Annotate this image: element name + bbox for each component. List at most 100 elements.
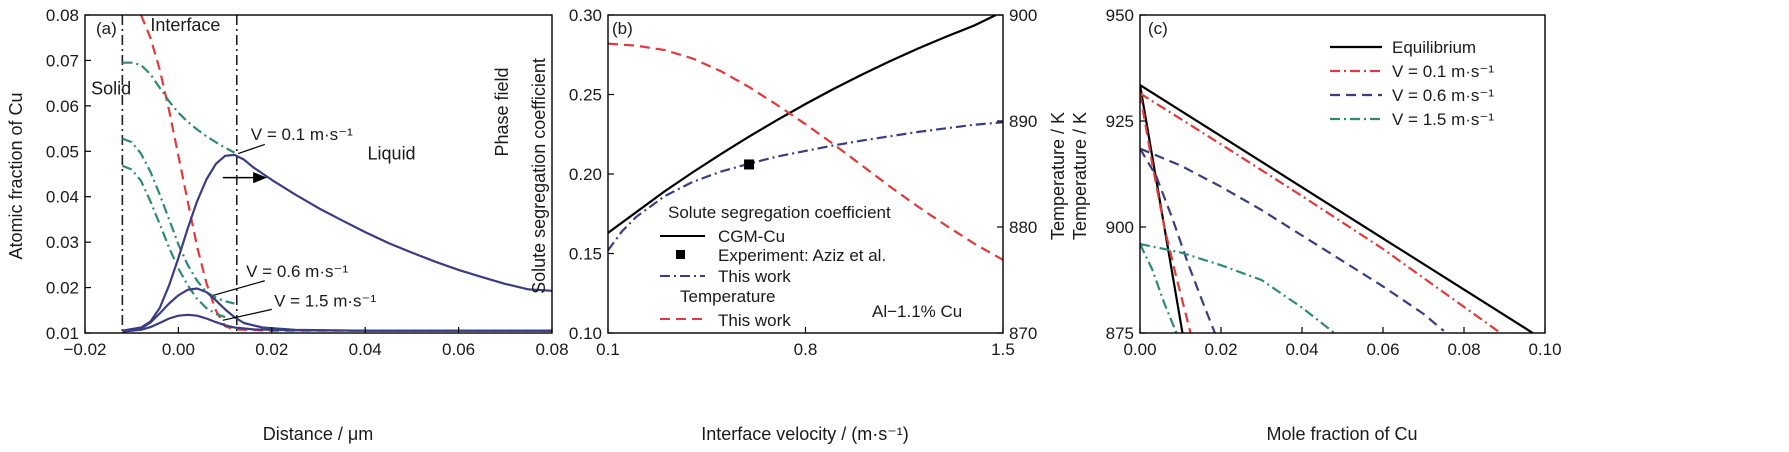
panel-b-legend-label-this-work-1: This work bbox=[718, 267, 791, 286]
panel-b-series-this-work-coefficient bbox=[608, 121, 1003, 251]
panel-b-series-this-work-temperature bbox=[608, 42, 1003, 261]
panel-b-alloy-annotation: Al−1.1% Cu bbox=[872, 302, 962, 321]
panel-c-y-tick-label: 875 bbox=[1106, 324, 1134, 343]
panel-a-y-tick-label: 0.07 bbox=[46, 51, 79, 70]
panel-a-series-v1.5 bbox=[122, 313, 552, 333]
panel-a-y-tick-label: 0.02 bbox=[46, 279, 79, 298]
panel-b-plot-frame bbox=[607, 14, 1004, 334]
panel-b-legend-swatch-experiment bbox=[676, 250, 685, 259]
panel-b-y2-tick-label: 900 bbox=[1009, 6, 1037, 25]
panel-c-x-tick-label: 0.02 bbox=[1204, 340, 1237, 359]
panel-a-y-axis-title: Atomic fraction of Cu bbox=[6, 92, 26, 259]
panel-c-v0.1-liquidus bbox=[1140, 92, 1502, 333]
panel-b-y-tick-label: 0.25 bbox=[569, 86, 602, 105]
panel-b-series-group bbox=[608, 15, 1003, 261]
panel-b-side-label: Phase field bbox=[492, 67, 512, 156]
panel-b-label: (b) bbox=[612, 19, 633, 38]
panel-b-legend-label-cgm-cu: CGM-Cu bbox=[718, 227, 785, 246]
panel-a-v1.5-annotation: V = 1.5 m·s⁻¹ bbox=[274, 292, 376, 311]
panel-a-liquid-annotation: Liquid bbox=[368, 143, 416, 163]
panel-c-plot-frame bbox=[1139, 14, 1546, 334]
panel-a-y-tick-label: 0.08 bbox=[46, 6, 79, 25]
panel-c-series-group bbox=[1140, 84, 1534, 333]
panel-a-solid-profile-1 bbox=[122, 61, 235, 154]
panel-a-series-group bbox=[121, 15, 552, 333]
panel-c-legend-label-2: V = 0.1 m·s⁻¹ bbox=[1392, 62, 1494, 81]
panel-a-label: (a) bbox=[96, 19, 117, 38]
panel-a-x-tick-label: 0.04 bbox=[349, 340, 382, 359]
panel-c-v0.1-solidus bbox=[1140, 93, 1192, 333]
panel-b-y-tick-label: 0.30 bbox=[569, 6, 602, 25]
panel-c-legend-label-3: V = 0.6 m·s⁻¹ bbox=[1392, 86, 1494, 105]
panel-b-y-axis-title: Solute segregation coefficient bbox=[529, 58, 549, 294]
panel-a-interface-annotation: Interface bbox=[150, 15, 220, 35]
panel-c-equilibrium-liquidus bbox=[1140, 84, 1534, 333]
panel-a-plot-area: −0.02 0.00 0.02 0.04 0.06 0.08 0.01 0.02 0.03 0.0… bbox=[46, 6, 569, 359]
panel-c-legend-label-4: V = 1.5 m·s⁻¹ bbox=[1392, 110, 1494, 129]
panel-c-x-tick-label: 0.04 bbox=[1285, 340, 1318, 359]
panel-a: −0.02 0.00 0.02 0.04 0.06 0.08 0.01 0.02 0.03 0.0… bbox=[6, 6, 569, 444]
panel-b-y2-tick-label: 890 bbox=[1009, 112, 1037, 131]
panel-c-legend-label-1: Equilibrium bbox=[1392, 38, 1476, 57]
panel-a-solid-annotation: Solid bbox=[91, 79, 131, 99]
panel-a-initial-liquid-profile bbox=[139, 15, 552, 332]
panel-c-x-tick-label: 0.08 bbox=[1447, 340, 1480, 359]
panel-b-legend: Solute segregation coefficient CGM-CuExpe… bbox=[660, 203, 891, 330]
panel-b-y2-tick-label: 880 bbox=[1009, 218, 1037, 237]
panel-b-y2-tick-label: 870 bbox=[1009, 324, 1037, 343]
panel-c: 0.00 0.02 0.04 0.06 0.08 0.10 875 900 925 950 Equi… bbox=[1070, 6, 1562, 444]
panel-a-series-v0.1 bbox=[122, 153, 552, 332]
panel-b-legend-group-title-1: Solute segregation coefficient bbox=[668, 203, 891, 222]
panel-c-v0.6-solidus bbox=[1140, 148, 1216, 333]
panel-a-v1.5-pointer bbox=[222, 308, 272, 321]
panel-b-experiment-point bbox=[744, 159, 755, 170]
panel-a-x-tick-label: 0.06 bbox=[442, 340, 475, 359]
panel-b-x-tick-label: 1.5 bbox=[991, 340, 1015, 359]
panel-a-y-tick-label: 0.04 bbox=[46, 188, 79, 207]
panel-a-y-tick-label: 0.01 bbox=[46, 324, 79, 343]
panel-b-plot-area: 0.1 0.8 1.5 0.10 0.15 0.20 0.25 0.30 870 880 890 90… bbox=[569, 6, 1037, 359]
panel-b-series-cgm-cu bbox=[608, 15, 997, 234]
panel-b: 0.1 0.8 1.5 0.10 0.15 0.20 0.25 0.30 870 880 890 90… bbox=[492, 6, 1068, 444]
panel-a-plot-frame bbox=[84, 14, 553, 334]
panel-c-v0.6-liquidus bbox=[1140, 147, 1445, 332]
panel-c-x-tick-label: 0.06 bbox=[1366, 340, 1399, 359]
panel-a-series-v0.6 bbox=[122, 287, 552, 332]
panel-a-x-tick-label: 0.02 bbox=[255, 340, 288, 359]
panel-c-x-axis-title: Mole fraction of Cu bbox=[1266, 424, 1417, 444]
panel-a-v0.1-pointer bbox=[237, 143, 265, 155]
panel-a-y-tick-label: 0.05 bbox=[46, 142, 79, 161]
panel-a-solid-profile-2 bbox=[122, 137, 235, 305]
panel-c-label: (c) bbox=[1148, 19, 1168, 38]
panel-b-y2-axis-title: Temperature / K bbox=[1048, 112, 1068, 240]
panel-c-y-axis-title: Temperature / K bbox=[1070, 112, 1090, 240]
panel-c-v1.5-liquidus bbox=[1140, 242, 1336, 333]
panel-b-legend-label-this-work-2: This work bbox=[718, 311, 791, 330]
panel-c-v1.5-solidus bbox=[1140, 243, 1178, 333]
panel-b-x-tick-label: 0.8 bbox=[794, 340, 818, 359]
panel-b-legend-label-experiment: Experiment: Aziz et al. bbox=[718, 246, 886, 265]
panel-b-y-tick-label: 0.20 bbox=[569, 165, 602, 184]
panel-c-y-tick-label: 900 bbox=[1106, 218, 1134, 237]
panel-a-v0.6-annotation: V = 0.6 m·s⁻¹ bbox=[246, 262, 348, 281]
panel-c-legend: Equilibrium V = 0.1 m·s⁻¹ V = 0.6 m·s⁻¹ V =… bbox=[1330, 38, 1494, 129]
panel-c-y-tick-label: 950 bbox=[1106, 6, 1134, 25]
panel-c-y-tick-label: 925 bbox=[1106, 112, 1134, 131]
panel-b-y-tick-label: 0.10 bbox=[569, 324, 602, 343]
panel-a-solid-profile-3 bbox=[121, 164, 226, 319]
panel-b-x-axis-title: Interface velocity / (m·s⁻¹) bbox=[701, 424, 909, 444]
panel-c-x-tick-label: 0.00 bbox=[1123, 340, 1156, 359]
panel-a-x-tick-label: −0.02 bbox=[63, 340, 106, 359]
panel-a-v0.6-pointer bbox=[213, 280, 265, 296]
panel-b-legend-group-title-2: Temperature bbox=[680, 287, 775, 306]
panel-a-y-tick-label: 0.03 bbox=[46, 233, 79, 252]
panel-a-y-tick-label: 0.06 bbox=[46, 97, 79, 116]
panel-a-x-tick-label: 0.00 bbox=[162, 340, 195, 359]
panel-a-x-axis-title: Distance / μm bbox=[263, 424, 373, 444]
panel-a-v0.1-annotation: V = 0.1 m·s⁻¹ bbox=[251, 125, 353, 144]
panel-c-x-tick-label: 0.10 bbox=[1528, 340, 1561, 359]
panel-a-x-tick-label: 0.08 bbox=[535, 340, 568, 359]
panel-b-y-tick-label: 0.15 bbox=[569, 245, 602, 264]
